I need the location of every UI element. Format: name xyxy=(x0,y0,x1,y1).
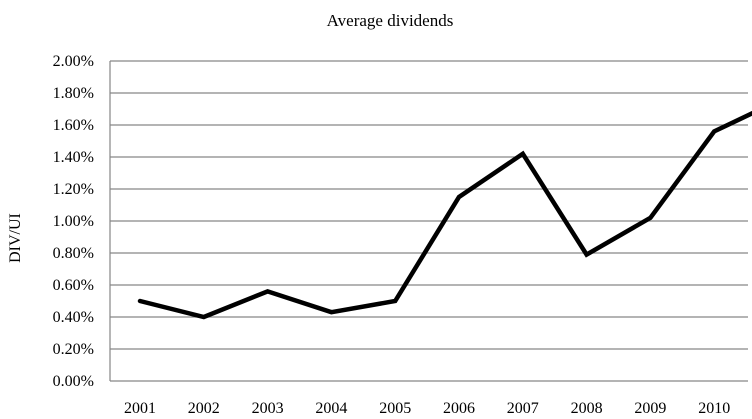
y-tick-label: 0.60% xyxy=(53,277,94,294)
x-tick-label: 2006 xyxy=(443,400,475,417)
x-tick-label: 2003 xyxy=(252,400,284,417)
x-tick-label: 2001 xyxy=(124,400,156,417)
x-tick-label: 2002 xyxy=(188,400,220,417)
series-line xyxy=(137,110,752,320)
y-tick-labels: 0.00% 0.20% 0.40% 0.60% 0.80% 1.00% 1.20% 1.40%… xyxy=(53,53,94,390)
y-tick-label: 0.80% xyxy=(53,245,94,262)
x-tick-label: 2010 xyxy=(698,400,730,417)
y-tick-label: 1.00% xyxy=(53,213,94,230)
y-tick-label: 0.40% xyxy=(53,309,94,326)
y-tick-label: 2.00% xyxy=(53,53,94,70)
chart-title: Average dividends xyxy=(327,11,454,30)
y-tick-label: 1.60% xyxy=(53,117,94,134)
x-tick-label: 2007 xyxy=(507,400,539,417)
x-tick-label: 2008 xyxy=(571,400,603,417)
y-tick-label: 1.80% xyxy=(53,85,94,102)
y-tick-label: 0.00% xyxy=(53,373,94,390)
y-tick-label: 1.20% xyxy=(53,181,94,198)
x-tick-label: 2009 xyxy=(634,400,666,417)
y-axis-label: DIV/UI xyxy=(7,213,24,263)
y-tick-label: 1.40% xyxy=(53,149,94,166)
y-tick-label: 0.20% xyxy=(53,341,94,358)
axes xyxy=(109,61,748,382)
x-tick-labels: 2001 2002 2003 2004 2005 2006 2007 2008 2009 2010… xyxy=(124,400,730,417)
x-tick-label: 2005 xyxy=(379,400,411,417)
x-tick-label: 2004 xyxy=(315,400,347,417)
data-series xyxy=(137,110,752,320)
gridlines xyxy=(110,60,748,350)
